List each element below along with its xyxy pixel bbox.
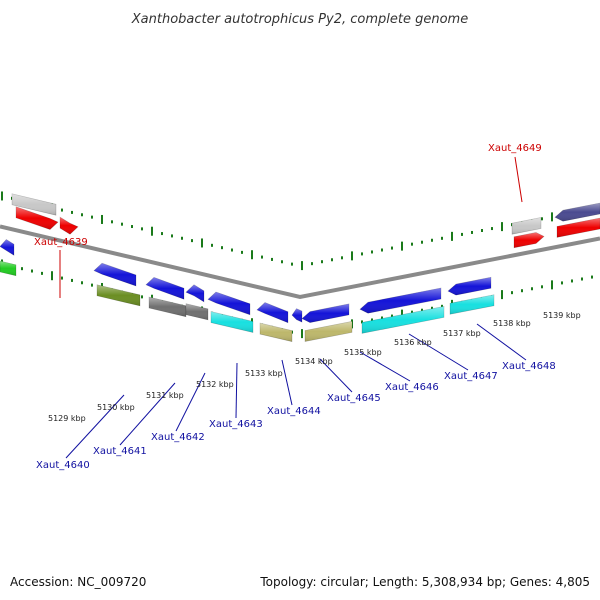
gene-labels: Xaut_4639 Xaut_4649 Xaut_4640 Xaut_4641 … bbox=[34, 143, 556, 471]
leader-line bbox=[408, 333, 469, 371]
gene-arrow-shine bbox=[186, 303, 208, 320]
gene-arrow-shine bbox=[448, 277, 491, 296]
backbone-line bbox=[0, 224, 600, 300]
gene-arrow-shine bbox=[257, 302, 288, 323]
leader-line bbox=[175, 372, 206, 432]
gene-arrow-shine bbox=[0, 261, 16, 276]
gene-arrow-shine bbox=[16, 206, 58, 230]
gene-label-xaut-4643[interactable]: Xaut_4643 bbox=[209, 419, 263, 430]
gene-arrow-shine bbox=[60, 217, 78, 235]
gene-label-xaut-4642[interactable]: Xaut_4642 bbox=[151, 432, 205, 443]
kbp-tick-label: 5132 kbp bbox=[196, 380, 234, 389]
kbp-tick-label: 5134 kbp bbox=[295, 357, 333, 366]
kbp-tick-label: 5133 kbp bbox=[245, 369, 283, 378]
gene-label-xaut-4649[interactable]: Xaut_4649 bbox=[488, 143, 542, 154]
gene-arrow-shine bbox=[208, 292, 250, 315]
gene-arrow-shine bbox=[557, 218, 600, 238]
leader-line bbox=[319, 358, 353, 393]
label-leader-lines bbox=[59, 156, 527, 459]
kbp-ticks: 5129 kbp 5130 kbp 5131 kbp 5132 kbp 5133… bbox=[48, 311, 581, 423]
leader-line bbox=[476, 323, 527, 361]
gene-label-xaut-4641[interactable]: Xaut_4641 bbox=[93, 446, 147, 457]
gene-arrow-shine bbox=[362, 306, 444, 334]
gene-arrow-shine bbox=[555, 203, 600, 222]
gene-arrow-shine bbox=[450, 294, 494, 315]
gene-arrow-shine bbox=[514, 232, 544, 248]
leader-line bbox=[119, 382, 176, 446]
gene-label-xaut-4646[interactable]: Xaut_4646 bbox=[385, 382, 439, 393]
leader-line bbox=[235, 362, 238, 419]
gene-arrow-shine bbox=[260, 323, 292, 342]
leader-line bbox=[65, 394, 125, 459]
gene-arrow-shine bbox=[149, 297, 186, 317]
genome-backbone bbox=[0, 224, 600, 300]
leader-line bbox=[514, 156, 523, 203]
gene-label-xaut-4648[interactable]: Xaut_4648 bbox=[502, 361, 556, 372]
gene-label-xaut-4640[interactable]: Xaut_4640 bbox=[36, 460, 90, 471]
gene-arrow-shine bbox=[94, 263, 136, 286]
topology-text: Topology: circular; Length: 5,308,934 bp… bbox=[259, 575, 590, 589]
gene-arrow-shine bbox=[12, 193, 56, 216]
gene-arrow-shine bbox=[0, 239, 14, 256]
kbp-tick-label: 5137 kbp bbox=[443, 329, 481, 338]
gene-arrow-shine bbox=[360, 288, 441, 314]
kbp-tick-label: 5130 kbp bbox=[97, 403, 135, 412]
kbp-tick-label: 5136 kbp bbox=[394, 338, 432, 347]
gene-arrow-shine bbox=[305, 321, 352, 342]
gene-arrow-shine bbox=[186, 284, 204, 302]
leader-line bbox=[359, 351, 411, 382]
gene-arrow-shine bbox=[302, 303, 349, 323]
gene-label-xaut-4644[interactable]: Xaut_4644 bbox=[267, 406, 321, 417]
gene-label-xaut-4647[interactable]: Xaut_4647 bbox=[444, 371, 498, 382]
gene-arrow-shine bbox=[146, 277, 184, 300]
gene-label-xaut-4639[interactable]: Xaut_4639 bbox=[34, 237, 88, 248]
gene-arrow-shine bbox=[292, 308, 302, 323]
gene-arrow-shine bbox=[211, 311, 253, 333]
gene-features bbox=[0, 193, 600, 342]
gene-label-xaut-4645[interactable]: Xaut_4645 bbox=[327, 393, 381, 404]
kbp-tick-label: 5139 kbp bbox=[543, 311, 581, 320]
gene-arrow-shine bbox=[97, 284, 140, 306]
leader-line bbox=[281, 359, 293, 406]
accession-text: Accession: NC_009720 bbox=[10, 575, 146, 589]
kbp-tick-label: 5131 kbp bbox=[146, 391, 184, 400]
kbp-tick-label: 5135 kbp bbox=[344, 348, 382, 357]
kbp-tick-label: 5129 kbp bbox=[48, 414, 86, 423]
kbp-tick-label: 5138 kbp bbox=[493, 319, 531, 328]
map-title: Xanthobacter autotrophicus Py2, complete… bbox=[131, 12, 468, 27]
gene-arrow-shine bbox=[512, 217, 541, 235]
